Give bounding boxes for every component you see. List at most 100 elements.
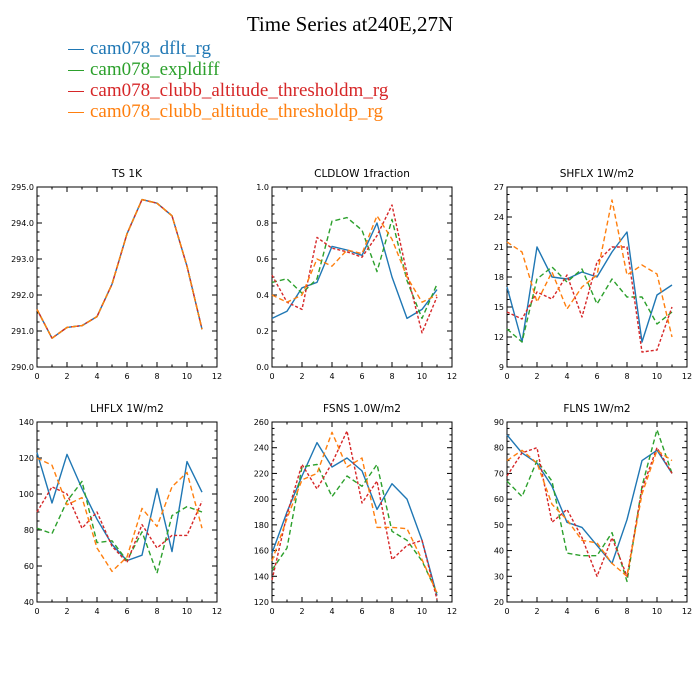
x-tick-label: 10 (417, 607, 427, 616)
y-tick-label: 291.0 (11, 327, 34, 336)
y-tick-label: 40 (494, 547, 504, 556)
panel-title: CLDLOW 1fraction (314, 168, 410, 180)
series-line (506, 429, 673, 583)
y-tick-label: 0.4 (256, 291, 269, 300)
series-line (506, 231, 673, 343)
chart-panel: CLDLOW 1fraction 0 2 4 6 8 10 12 0.0 0.2 0.4 0.6 0.8… (256, 168, 457, 381)
y-tick-label: 12 (494, 333, 504, 342)
x-tick-label: 4 (564, 372, 569, 381)
series-line (271, 463, 438, 594)
series-line (506, 434, 673, 565)
series-line (271, 222, 438, 320)
x-tick-label: 8 (154, 372, 159, 381)
y-tick-label: 294.0 (11, 219, 34, 228)
series-line (271, 215, 438, 303)
plot-frame (271, 186, 453, 368)
y-tick-label: 200 (254, 495, 269, 504)
x-tick-label: 2 (64, 607, 69, 616)
series-line (506, 266, 673, 343)
x-tick-label: 2 (534, 372, 539, 381)
y-tick-label: 21 (494, 243, 504, 252)
y-tick-label: 60 (494, 495, 504, 504)
legend-label: cam078_clubb_altitude_thresholdm_rg (90, 80, 389, 101)
series-line (506, 447, 673, 577)
y-tick-label: 160 (254, 547, 269, 556)
y-tick-label: 0.0 (256, 363, 269, 372)
y-tick-label: 220 (254, 469, 269, 478)
x-tick-label: 0 (269, 372, 274, 381)
x-tick-label: 8 (624, 372, 629, 381)
y-tick-label: 60 (24, 562, 34, 571)
x-tick-label: 6 (359, 607, 364, 616)
series-line (36, 486, 203, 564)
y-tick-label: 290.0 (11, 363, 34, 372)
series-line (271, 431, 438, 594)
x-tick-label: 12 (682, 372, 692, 381)
y-tick-label: 1.0 (256, 183, 269, 192)
legend-swatch (68, 112, 84, 113)
x-tick-label: 12 (212, 372, 222, 381)
figure-title: Time Series at240E,27N (246, 12, 454, 36)
panel-title: TS 1K (111, 168, 143, 180)
series-line (36, 198, 203, 339)
chart-panel: LHFLX 1W/m2 0 2 4 6 8 10 12 40 60 80 100 120 140 (19, 403, 222, 616)
x-tick-label: 4 (329, 372, 334, 381)
chart-panel: FLNS 1W/m2 0 2 4 6 8 10 12 20 30 40 50 60 70 80 90 (494, 403, 692, 616)
y-tick-label: 292.0 (11, 291, 34, 300)
series-line (271, 216, 438, 320)
series-line (36, 480, 203, 574)
panel-title: SHFLX 1W/m2 (560, 168, 635, 180)
legend-swatch (68, 49, 84, 50)
series-line (271, 430, 438, 600)
x-tick-label: 8 (154, 607, 159, 616)
series-line (506, 199, 673, 338)
x-tick-label: 8 (389, 372, 394, 381)
series-line (36, 457, 203, 573)
y-tick-label: 140 (19, 418, 34, 427)
y-tick-label: 27 (494, 183, 504, 192)
y-tick-label: 295.0 (11, 183, 34, 192)
legend-swatch (68, 70, 84, 71)
x-tick-label: 2 (64, 372, 69, 381)
chart-panel: TS 1K 0 2 4 6 8 10 12 290.0 291.0 292.0 293.0 294.0 2… (11, 168, 222, 381)
x-tick-label: 10 (652, 372, 662, 381)
y-tick-label: 260 (254, 418, 269, 427)
x-tick-label: 12 (447, 607, 457, 616)
y-tick-label: 120 (19, 454, 34, 463)
y-tick-label: 0.8 (256, 219, 269, 228)
x-tick-label: 0 (504, 372, 509, 381)
x-tick-label: 0 (34, 372, 39, 381)
series-line (506, 246, 673, 353)
x-tick-label: 2 (299, 372, 304, 381)
y-tick-label: 100 (19, 490, 34, 499)
series-line (271, 441, 438, 596)
y-tick-label: 50 (494, 521, 504, 530)
plot-frame (271, 421, 453, 603)
y-tick-label: 0.6 (256, 255, 269, 264)
x-tick-label: 8 (389, 607, 394, 616)
x-tick-label: 12 (682, 607, 692, 616)
y-tick-label: 20 (494, 598, 504, 607)
plot-frame (36, 421, 218, 603)
x-tick-label: 6 (594, 372, 599, 381)
y-tick-label: 15 (494, 303, 504, 312)
x-tick-label: 8 (624, 607, 629, 616)
y-tick-label: 90 (494, 418, 504, 427)
series-line (36, 198, 203, 339)
y-tick-label: 80 (494, 444, 504, 453)
x-tick-label: 6 (594, 607, 599, 616)
legend-label: cam078_clubb_altitude_thresholdp_rg (90, 101, 384, 122)
panel-title: LHFLX 1W/m2 (90, 403, 164, 415)
x-tick-label: 10 (652, 607, 662, 616)
series-line (506, 449, 673, 577)
x-tick-label: 12 (212, 607, 222, 616)
x-tick-label: 10 (417, 372, 427, 381)
x-tick-label: 0 (34, 607, 39, 616)
y-tick-label: 30 (494, 572, 504, 581)
y-tick-label: 140 (254, 572, 269, 581)
y-tick-label: 0.2 (256, 327, 269, 336)
panel-title: FSNS 1.0W/m2 (323, 403, 401, 415)
x-tick-label: 12 (447, 372, 457, 381)
